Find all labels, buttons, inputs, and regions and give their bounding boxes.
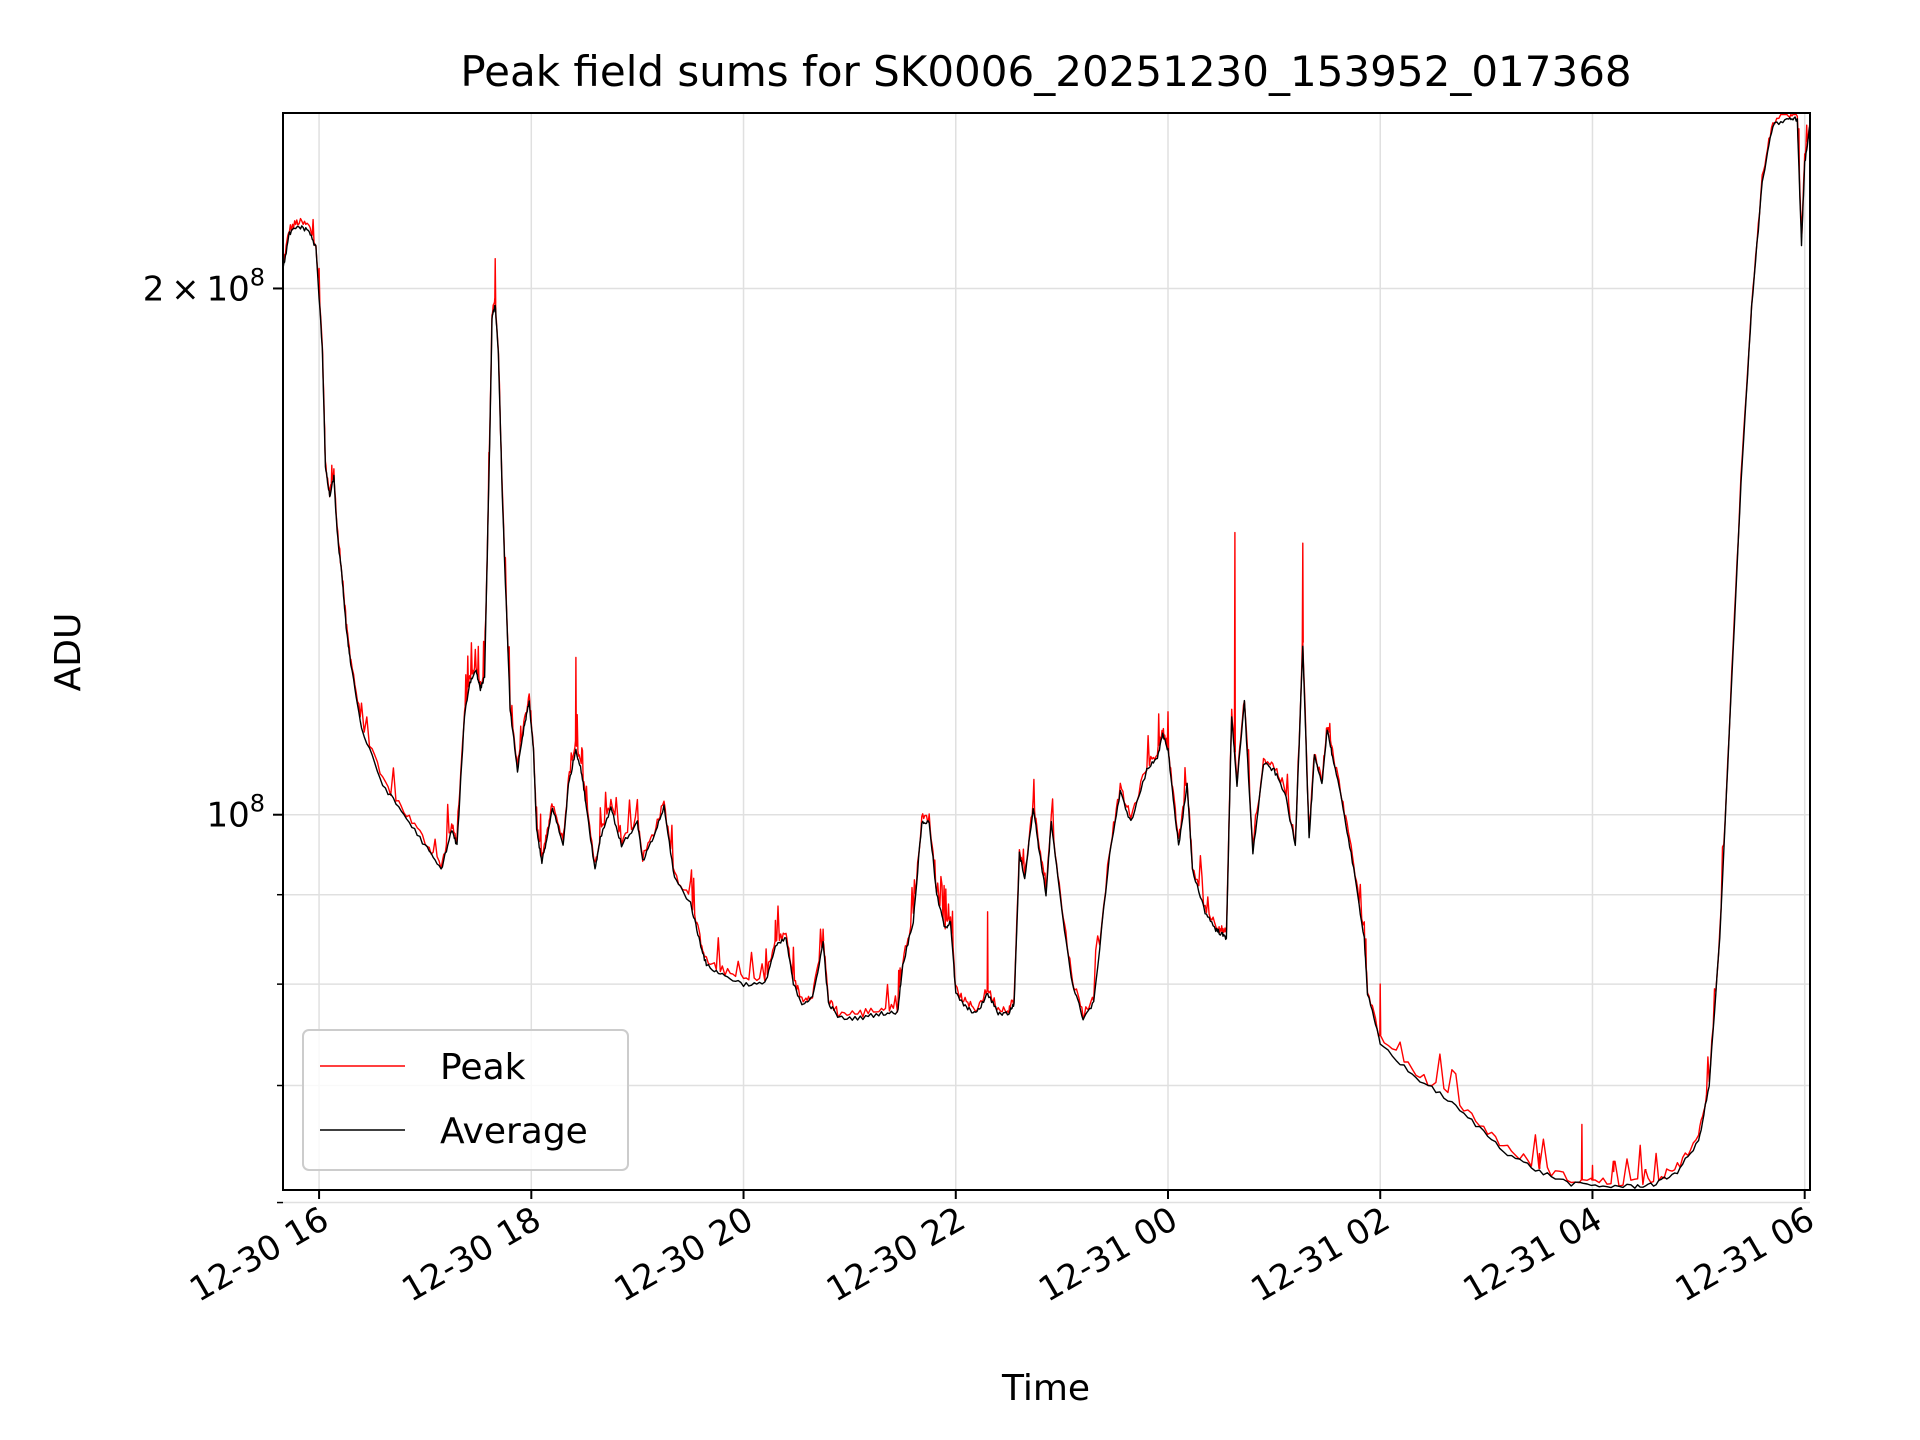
- legend-peak-label: Peak: [440, 1047, 526, 1088]
- y-axis-label: ADU: [48, 613, 89, 692]
- y-tick-label: 108: [206, 790, 265, 836]
- y-tick-label: 2 × 108: [143, 263, 265, 309]
- legend-average-label: Average: [440, 1111, 588, 1152]
- chart-title: Peak field sums for SK0006_20251230_1539…: [460, 47, 1631, 96]
- legend: Peak Average: [302, 1029, 629, 1171]
- x-axis-label: Time: [1001, 1368, 1090, 1409]
- legend-box: [302, 1029, 629, 1171]
- grid-lines: [283, 113, 1810, 1204]
- series-average-line: [283, 116, 1810, 1189]
- series-lines: [283, 113, 1810, 1189]
- plot-frame: [282, 112, 1811, 1191]
